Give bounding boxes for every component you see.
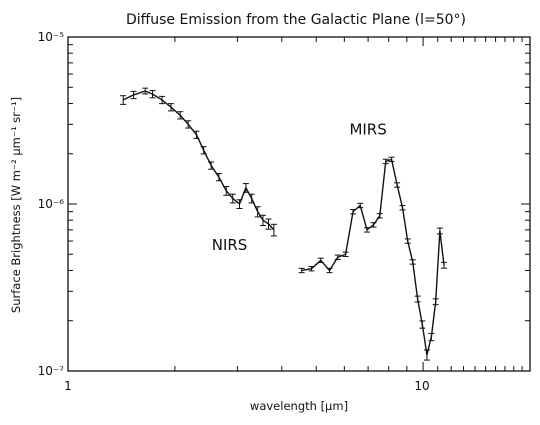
data-point (193, 130, 200, 139)
data-point (177, 111, 184, 120)
data-point (200, 146, 207, 155)
data-point (185, 120, 192, 129)
y-tick-label-1e-5: 10⁻⁵ (38, 30, 65, 44)
annotation-mirs: MIRS (349, 121, 386, 139)
annotation-nirs: NIRS (212, 236, 248, 254)
data-point (436, 227, 443, 235)
data-point (223, 186, 230, 196)
data-point (326, 267, 333, 274)
data-point (208, 161, 215, 170)
y-axis-label: Surface Brightness [W m⁻² μm⁻¹ sr⁻¹] (9, 97, 23, 313)
data-point (317, 257, 324, 264)
data-point (432, 298, 439, 306)
data-point (159, 95, 166, 105)
data-point (404, 238, 411, 244)
data-point (399, 205, 406, 211)
data-point (363, 227, 370, 233)
data-point (334, 254, 341, 260)
data-point (308, 266, 315, 272)
series-line-nirs (122, 90, 275, 231)
data-point (120, 95, 127, 105)
data-point (414, 295, 421, 303)
data-point (142, 87, 149, 95)
data-point (215, 173, 222, 182)
data-point (357, 202, 364, 209)
data-point (242, 183, 249, 193)
x-tick-label-1: 1 (64, 379, 72, 393)
data-point (423, 349, 430, 361)
data-point (254, 206, 261, 218)
data-point (388, 156, 395, 163)
data-point (394, 182, 401, 188)
x-axis-label: wavelength [μm] (250, 399, 348, 413)
data-point (350, 208, 357, 215)
data-point (376, 213, 383, 219)
data-point (248, 193, 255, 204)
y-tick-label-1e-6: 10⁻⁶ (38, 197, 65, 211)
data-point (270, 223, 277, 237)
data-point (167, 103, 174, 112)
y-tick-label-1e-7: 10⁻⁷ (38, 364, 65, 378)
data-point (149, 90, 156, 99)
data-point (236, 199, 243, 209)
data-point (259, 214, 266, 226)
data-point (409, 259, 416, 265)
data-point (428, 332, 435, 342)
data-point (370, 222, 377, 228)
y-axis (68, 36, 530, 372)
data-point (342, 251, 349, 257)
data-point (298, 267, 305, 274)
series-layer (120, 87, 447, 361)
plot-frame (67, 36, 531, 372)
data-point (229, 193, 236, 204)
data-point (382, 158, 389, 165)
x-tick-label-10: 10 (414, 379, 429, 393)
data-point (130, 90, 137, 100)
data-point (265, 218, 272, 230)
x-axis (67, 37, 531, 371)
data-point (419, 320, 426, 329)
data-point (440, 261, 447, 269)
chart-title: Diffuse Emission from the Galactic Plane… (126, 12, 466, 28)
